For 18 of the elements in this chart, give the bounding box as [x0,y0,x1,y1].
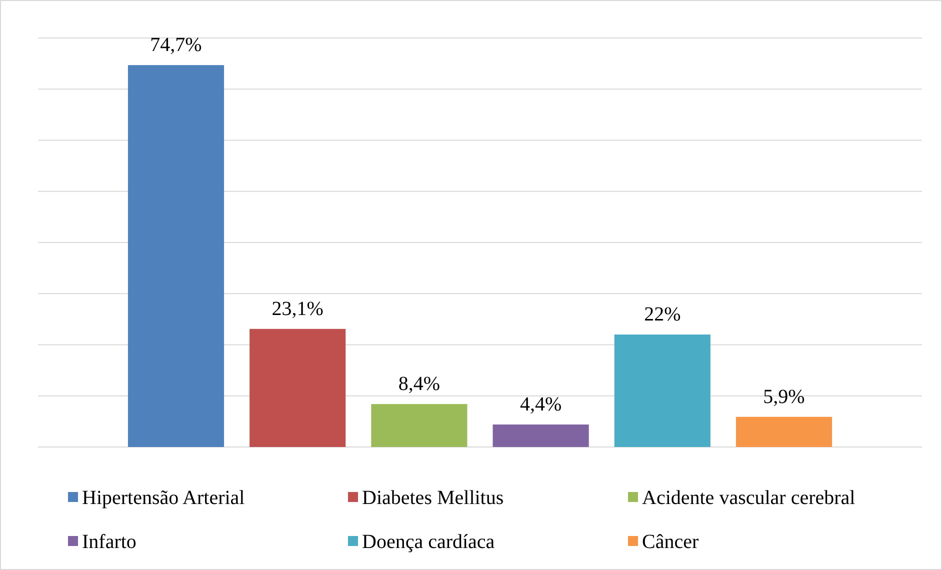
bar [128,65,224,447]
bar [614,334,710,447]
legend-label: Hipertensão Arterial [82,487,246,509]
bar [736,416,832,447]
bar [492,424,589,447]
data-label: 23,1% [272,298,324,320]
bar [250,328,346,447]
legend-label: Infarto [82,531,136,553]
data-label: 4,4% [520,394,562,416]
legend-label: Doença cardíaca [362,531,495,553]
bar [371,404,468,447]
legend-label: Diabetes Mellitus [362,487,504,509]
legend-label: Acidente vascular cerebral [642,487,856,509]
data-label: 22% [644,304,681,326]
data-label: 74,7% [150,34,202,56]
data-label: 8,4% [398,373,440,396]
data-label: 5,9% [763,386,805,408]
legend-label: Câncer [642,531,699,553]
